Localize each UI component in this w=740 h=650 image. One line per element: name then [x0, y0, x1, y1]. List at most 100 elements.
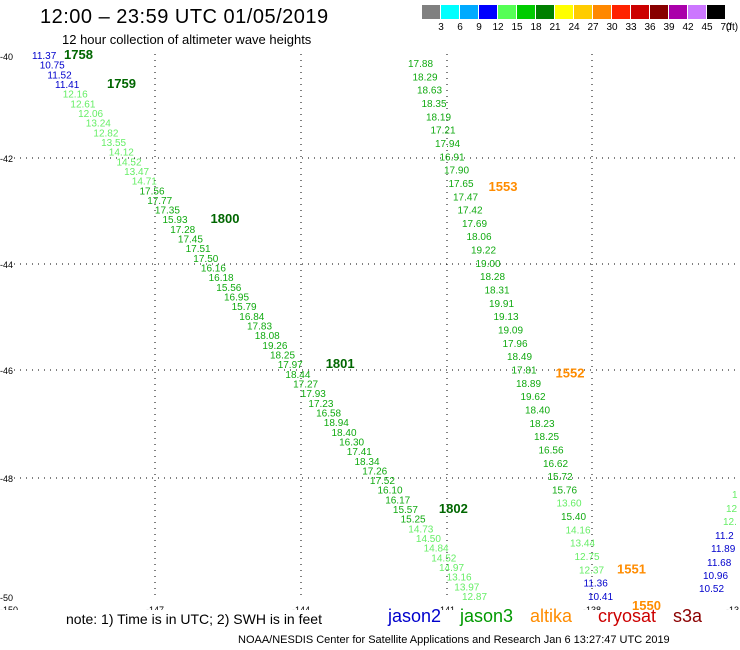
legend-label: 70	[720, 22, 732, 33]
wave-height-obs: 18.34	[355, 457, 380, 468]
wave-height-obs: 17.41	[347, 447, 372, 458]
satellite-key-altika: altika	[530, 606, 573, 626]
wave-height-obs: 13.55	[101, 138, 126, 149]
legend-swatch	[574, 5, 593, 19]
satellite-key-jason3: jason3	[460, 606, 514, 626]
wave-height-obs: 19.00	[476, 259, 501, 270]
wave-height-obs: 14.71	[132, 177, 157, 188]
legend-swatch	[612, 5, 631, 19]
wave-height-obs: 18.28	[480, 272, 505, 283]
wave-height-obs: 17.77	[147, 196, 172, 207]
page-subtitle: 12 hour collection of altimeter wave hei…	[62, 32, 312, 47]
lon-tick-label: -147	[146, 605, 164, 610]
wave-height-obs: 18.40	[525, 405, 550, 416]
footer-note: note: 1) Time is in UTC; 2) SWH is in fe…	[66, 611, 322, 627]
legend-swatch	[460, 5, 479, 19]
legend-swatch	[536, 5, 555, 19]
legend-label: 24	[568, 22, 580, 33]
page-title: 12:00 – 23:59 UTC 01/05/2019	[40, 6, 329, 28]
pass-time-label: 1550	[632, 598, 661, 610]
wave-height-obs: 19.09	[498, 326, 523, 337]
wave-height-obs: 17.81	[512, 366, 537, 377]
pass-time-label: 1802	[439, 501, 468, 516]
legend-swatch	[555, 5, 574, 19]
wave-height-obs: 18.40	[332, 428, 357, 439]
wave-height-obs: 16.10	[378, 486, 403, 497]
wave-height-obs: 18.29	[413, 72, 438, 83]
wave-height-obs: 17.50	[193, 254, 218, 265]
wave-height-obs: 1	[732, 490, 738, 501]
wave-height-obs: 12.61	[70, 99, 95, 110]
wave-height-obs: 19.91	[489, 299, 514, 310]
wave-height-obs: 14.73	[408, 524, 433, 535]
wave-height-obs: 12.82	[93, 128, 118, 139]
wave-height-obs: 16.17	[385, 495, 410, 506]
lat-tick-label: -42	[0, 154, 13, 164]
wave-height-obs: 15.40	[561, 512, 586, 523]
wave-height-obs: 15.79	[232, 302, 257, 313]
lat-tick-label: -40	[0, 52, 13, 62]
lat-tick-label: -46	[0, 366, 13, 376]
wave-height-obs: 18.63	[417, 86, 442, 97]
wave-height-obs: 17.96	[503, 339, 528, 350]
legend-swatch	[631, 5, 650, 19]
wave-height-obs: 13.44	[570, 539, 595, 550]
wave-height-obs: 11.89	[711, 544, 736, 555]
lat-tick-label: -48	[0, 474, 13, 484]
pass-time-label: 1553	[489, 179, 518, 194]
wave-height-obs: 13.60	[557, 499, 582, 510]
legend-label: 45	[701, 22, 713, 33]
wave-height-obs: 15.93	[163, 215, 188, 226]
legend-label: 30	[606, 22, 618, 33]
wave-height-obs: 17.65	[449, 179, 474, 190]
wave-height-obs: 19.26	[262, 341, 287, 352]
pass-time-label: 1552	[556, 366, 585, 381]
wave-height-obs: 18.23	[530, 419, 555, 430]
wave-height-obs: 17.52	[370, 476, 395, 487]
wave-height-obs: 17.45	[178, 235, 203, 246]
wave-height-obs: 16.62	[543, 459, 568, 470]
wave-height-obs: 11.52	[47, 70, 72, 81]
axis-labels: -150 -147 -144 -141 -138 -13 -40 -42 -44 -46 -48 -5…	[0, 52, 739, 610]
wave-height-obs: 18.25	[270, 351, 295, 362]
pass-time-label: 1801	[326, 356, 355, 371]
wave-height-obs: 17.28	[170, 225, 195, 236]
wave-height-obs: 17.83	[247, 322, 272, 333]
wave-height-obs: 19.62	[521, 392, 546, 403]
wave-height-obs: 16.91	[440, 152, 465, 163]
wave-height-obs: 18.31	[485, 286, 510, 297]
wave-height-obs: 18.35	[422, 99, 447, 110]
wave-height-obs: 16.95	[224, 293, 249, 304]
legend-label: 12	[492, 22, 504, 33]
wave-height-obs: 18.25	[534, 432, 559, 443]
legend-label: 39	[663, 22, 675, 33]
wave-height-obs: 18.06	[467, 232, 492, 243]
lon-tick-label: -144	[292, 605, 310, 610]
wave-height-obs: 12.	[723, 517, 737, 528]
pass-time-label: 1800	[211, 211, 240, 226]
legend-label: 3	[438, 22, 444, 33]
wave-height-obs: 15.56	[216, 283, 241, 294]
wave-height-obs: 12.75	[575, 552, 600, 563]
legend-label: 18	[530, 22, 542, 33]
wave-height-obs: 17.23	[308, 399, 333, 410]
wave-height-obs: 14.50	[416, 534, 441, 545]
wave-height-obs: 16.58	[316, 408, 341, 419]
legend-label: 15	[511, 22, 523, 33]
wave-height-obs: 17.26	[362, 466, 387, 477]
wave-height-obs: 15.76	[552, 485, 577, 496]
pass-time-label: 1551	[617, 561, 646, 576]
legend-swatch	[441, 5, 460, 19]
wave-height-obs: 17.94	[435, 139, 460, 150]
lat-tick-label: -44	[0, 260, 13, 270]
lon-tick-label: -13	[726, 605, 739, 610]
wave-height-obs: 11.36	[584, 579, 609, 590]
wave-height-obs: 17.90	[444, 166, 469, 177]
legend-swatch	[479, 5, 498, 19]
legend-label: 42	[682, 22, 694, 33]
legend-swatch	[422, 5, 441, 19]
satellite-key-cryosat: cryosat	[598, 606, 657, 626]
wave-height-obs: 11.37	[32, 51, 57, 62]
legend-swatch	[498, 5, 517, 19]
legend-label: 6	[457, 22, 463, 33]
